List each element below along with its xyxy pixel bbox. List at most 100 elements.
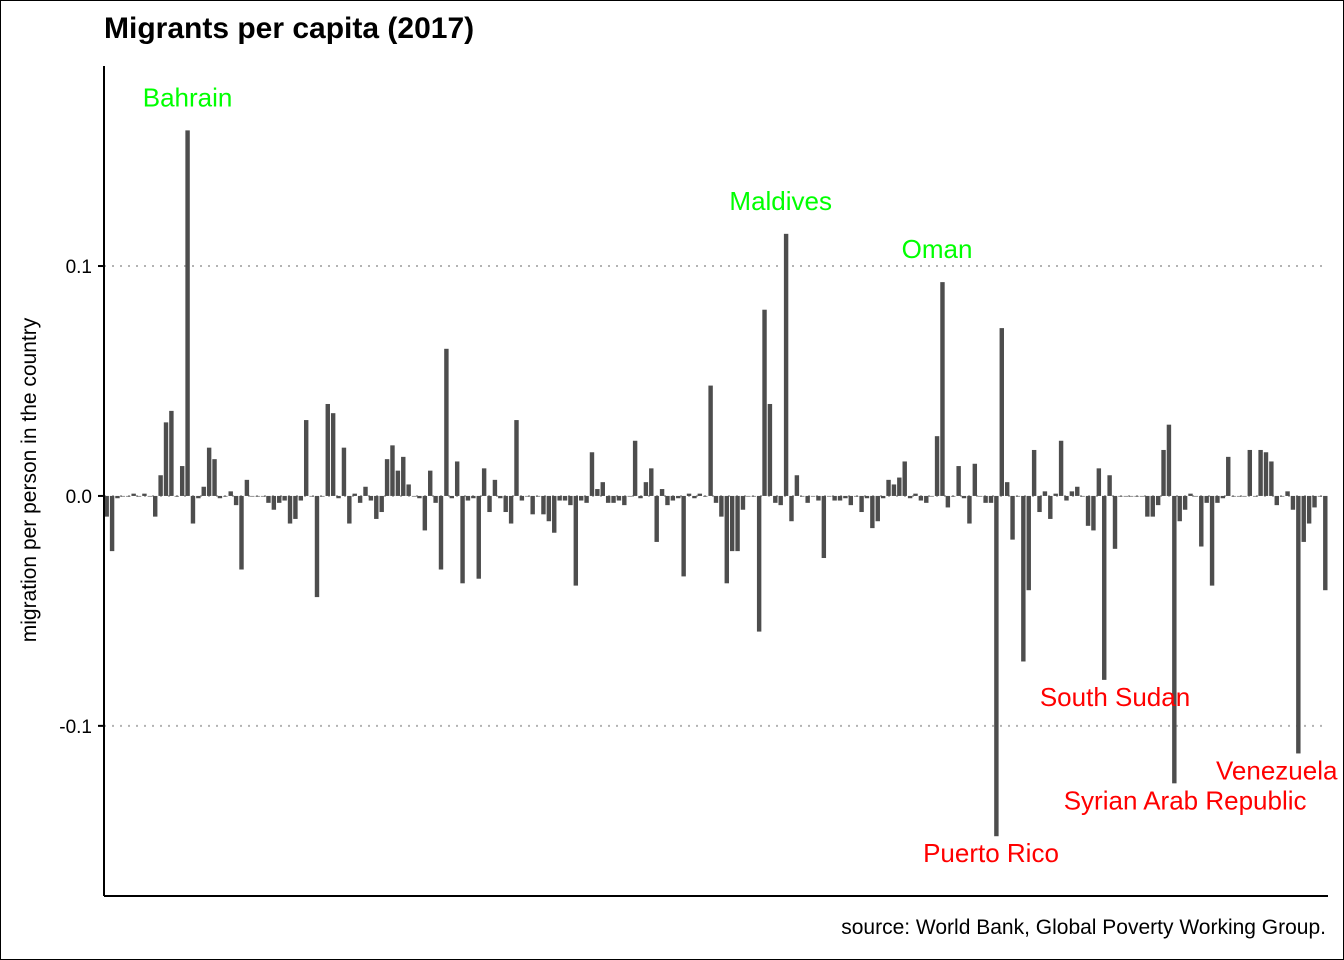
bar-106	[676, 495, 681, 499]
bar-170	[1021, 495, 1026, 662]
bar-117	[735, 495, 740, 552]
bar-197	[1166, 424, 1172, 496]
bar-36	[298, 495, 304, 501]
bar-97	[627, 495, 632, 497]
bar-142	[870, 495, 875, 529]
bar-93	[605, 495, 611, 503]
bar-69	[476, 495, 481, 579]
bar-185	[1102, 495, 1107, 680]
bar-180	[1075, 486, 1080, 496]
bar-13	[174, 495, 179, 497]
bar-168	[1010, 495, 1015, 540]
bar-124	[773, 495, 778, 503]
bar-191	[1134, 495, 1139, 497]
bar-4	[126, 495, 131, 497]
bar-73	[498, 495, 503, 499]
annotation-oman: Oman	[902, 234, 973, 264]
bar-160	[967, 495, 972, 524]
bar-10	[158, 475, 163, 496]
bar-82	[546, 495, 552, 522]
bar-222	[1301, 495, 1306, 542]
bar-212	[1247, 449, 1253, 496]
bar-81	[541, 495, 546, 515]
annotation-maldives: Maldives	[729, 186, 832, 216]
bar-211	[1242, 495, 1247, 497]
bar-193	[1145, 495, 1150, 517]
bar-198	[1172, 495, 1177, 784]
bar-41	[325, 403, 330, 496]
bar-29	[260, 495, 266, 497]
bar-123	[767, 403, 773, 496]
bar-220	[1290, 495, 1296, 510]
bar-129	[800, 495, 805, 497]
bar-140	[859, 495, 864, 513]
bar-210	[1236, 495, 1242, 497]
bar-169	[1015, 495, 1021, 497]
bar-96	[622, 495, 627, 506]
bar-174	[1042, 491, 1048, 496]
bar-30	[266, 495, 271, 503]
bar-200	[1182, 495, 1188, 510]
annotation-puerto-rico: Puerto Rico	[923, 838, 1059, 868]
bar-55	[401, 456, 406, 496]
bar-148	[902, 461, 907, 496]
bar-46	[352, 493, 357, 496]
bar-225	[1317, 495, 1323, 497]
bar-88	[578, 495, 584, 501]
bar-87	[573, 495, 579, 586]
bar-139	[853, 495, 859, 497]
bar-34	[287, 495, 293, 524]
bar-186	[1107, 475, 1112, 496]
bar-38	[309, 495, 314, 497]
bar-53	[390, 445, 395, 496]
bar-65	[454, 461, 460, 496]
bar-14	[179, 466, 185, 496]
bar-68	[471, 495, 476, 499]
bar-98	[632, 440, 638, 496]
chart-title: Migrants per capita (2017)	[104, 12, 475, 45]
bar-84	[557, 495, 562, 501]
bar-54	[395, 470, 401, 496]
bar-155	[940, 282, 945, 496]
bar-192	[1139, 495, 1145, 497]
bar-71	[487, 495, 492, 513]
bar-181	[1080, 495, 1085, 497]
bar-104	[665, 495, 670, 506]
bar-199	[1177, 495, 1182, 522]
bar-51	[379, 495, 384, 513]
bar-70	[481, 468, 487, 496]
bar-76	[514, 420, 519, 496]
bar-110	[697, 493, 703, 496]
bar-147	[897, 477, 902, 496]
bar-202	[1193, 495, 1199, 497]
bar-75	[508, 495, 514, 524]
bar-207	[1220, 495, 1226, 499]
bar-163	[983, 495, 988, 503]
bar-145	[886, 479, 891, 496]
bar-49	[368, 495, 374, 501]
bar-215	[1263, 452, 1269, 496]
bar-196	[1161, 449, 1166, 496]
bar-176	[1053, 493, 1058, 496]
bar-23	[228, 491, 233, 496]
bar-83	[552, 495, 557, 533]
bar-153	[929, 495, 934, 497]
bar-221	[1296, 495, 1301, 754]
bar-16	[190, 495, 196, 524]
bar-27	[250, 495, 255, 497]
bar-190	[1128, 495, 1134, 497]
bar-72	[492, 479, 498, 496]
bar-32	[277, 495, 282, 503]
bar-89	[584, 495, 589, 503]
annotation-bahrain: Bahrain	[143, 82, 233, 112]
bar-151	[918, 495, 924, 501]
bar-162	[978, 495, 983, 497]
bar-74	[503, 495, 508, 513]
bar-179	[1069, 491, 1075, 496]
bar-118	[740, 495, 746, 510]
source-caption: source: World Bank, Global Poverty Worki…	[841, 916, 1326, 939]
bar-57	[411, 495, 417, 497]
bar-173	[1037, 495, 1042, 513]
bar-113	[713, 495, 719, 503]
bar-1	[109, 495, 115, 552]
